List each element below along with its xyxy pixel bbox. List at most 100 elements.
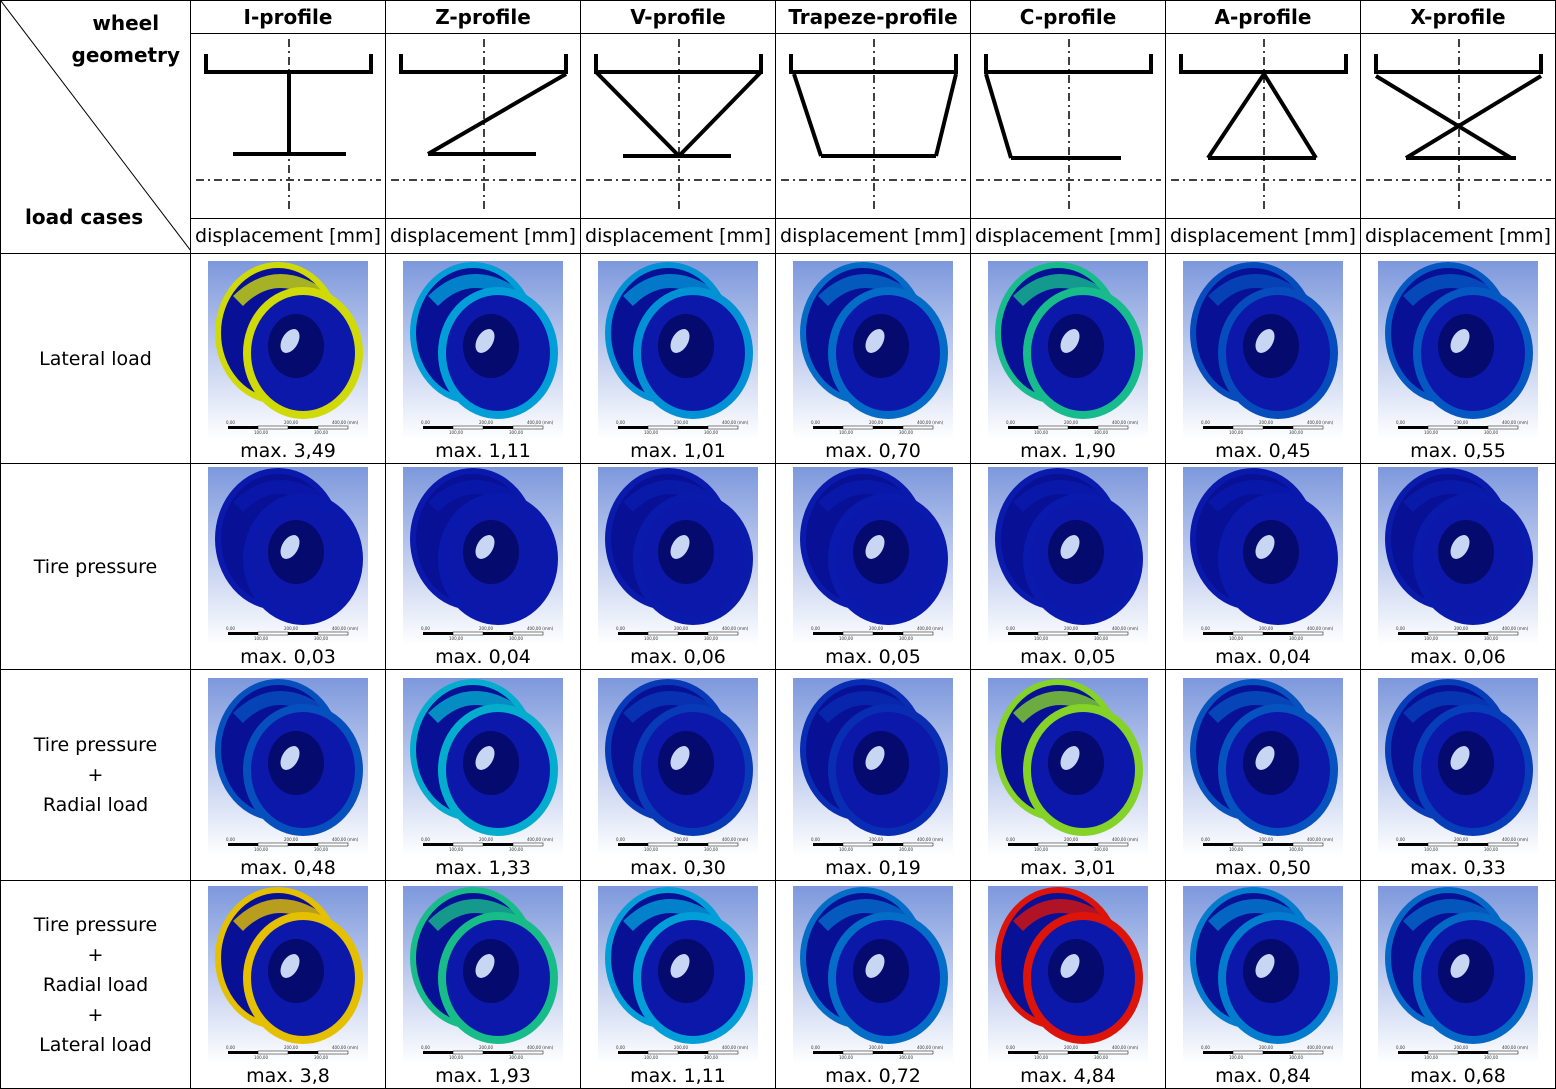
scale-label: 300,00 [899, 636, 913, 641]
scale-bar: 0,00 200,00 400,00 (mm) 100,00 300,00 [1006, 420, 1139, 435]
scale-bar: 0,00 200,00 400,00 (mm) 100,00 300,00 [226, 626, 359, 641]
scale-label: 300,00 [1484, 636, 1498, 641]
scale-bar: 0,00 200,00 400,00 (mm) 100,00 300,00 [616, 837, 749, 852]
scale-label: 100,00 [839, 847, 853, 852]
scale-label: 300,00 [509, 636, 523, 641]
scale-label: 300,00 [704, 430, 718, 435]
scale-label: 0,00 [1396, 420, 1405, 425]
scale-label: 0,00 [811, 837, 820, 842]
scale-label: 100,00 [449, 1055, 463, 1060]
load-case-text: Tire pressure [33, 555, 158, 578]
scale-bar: 0,00 200,00 400,00 (mm) 100,00 300,00 [1396, 1045, 1529, 1060]
fem-wheel-image: 0,00 200,00 400,00 (mm) 100,00 300,00 [793, 678, 953, 856]
scale-label: 200,00 [1064, 1045, 1078, 1050]
scale-label: 100,00 [644, 636, 658, 641]
load-case-label: Tire pressure + Radial load [0, 669, 191, 881]
max-displacement-value: max. 0,04 [435, 646, 531, 668]
scale-label: 0,00 [1201, 1045, 1210, 1050]
scale-bar: 0,00 200,00 400,00 (mm) 100,00 300,00 [1396, 626, 1529, 641]
max-displacement-value: max. 0,05 [825, 646, 921, 668]
scale-label: 400,00 (mm) [527, 420, 554, 425]
scale-label: 0,00 [1006, 626, 1015, 631]
fem-wheel-image: 0,00 200,00 400,00 (mm) 100,00 300,00 [988, 886, 1148, 1064]
scale-bar: 0,00 200,00 400,00 (mm) 100,00 300,00 [1201, 837, 1334, 852]
scale-label: 0,00 [811, 626, 820, 631]
scale-label: 0,00 [421, 626, 430, 631]
max-displacement-value: max. 0,05 [1020, 646, 1116, 668]
scale-bar: 0,00 200,00 400,00 (mm) 100,00 300,00 [421, 420, 554, 435]
scale-label: 400,00 (mm) [722, 837, 749, 842]
scale-label: 200,00 [869, 837, 883, 842]
max-displacement-value: max. 0,33 [1410, 857, 1506, 879]
load-case-text: Tire pressure [33, 734, 158, 756]
scale-bar: 0,00 200,00 400,00 (mm) 100,00 300,00 [616, 420, 749, 435]
scale-label: 0,00 [616, 837, 625, 842]
scale-label: 400,00 (mm) [1307, 626, 1334, 631]
load-case-text: Lateral load [39, 347, 152, 370]
result-cell: 0,00 200,00 400,00 (mm) 100,00 300,00 max. … [1165, 880, 1361, 1089]
scale-bar: 0,00 200,00 400,00 (mm) 100,00 300,00 [1006, 1045, 1139, 1060]
load-case-text: + [87, 764, 104, 786]
scale-label: 400,00 (mm) [1307, 1045, 1334, 1050]
load-case-label: Tire pressure [0, 463, 191, 670]
scale-label: 100,00 [1424, 1055, 1438, 1060]
scale-bar: 0,00 200,00 400,00 (mm) 100,00 300,00 [811, 626, 944, 641]
scale-label: 400,00 (mm) [917, 1045, 944, 1050]
scale-label: 400,00 (mm) [722, 1045, 749, 1050]
scale-label: 100,00 [644, 847, 658, 852]
scale-label: 200,00 [284, 626, 298, 631]
scale-label: 200,00 [674, 420, 688, 425]
scale-label: 0,00 [421, 837, 430, 842]
scale-label: 100,00 [254, 847, 268, 852]
scale-label: 300,00 [1484, 430, 1498, 435]
fem-wheel-image: 0,00 200,00 400,00 (mm) 100,00 300,00 [208, 467, 368, 645]
profile-drawing-v [580, 33, 776, 219]
fem-wheel-image: 0,00 200,00 400,00 (mm) 100,00 300,00 [598, 678, 758, 856]
scale-label: 300,00 [899, 430, 913, 435]
scale-label: 300,00 [899, 1055, 913, 1060]
diagonal-divider [1, 1, 191, 251]
scale-label: 200,00 [284, 1045, 298, 1050]
max-displacement-value: max. 0,45 [1215, 440, 1311, 462]
fem-wheel-image: 0,00 200,00 400,00 (mm) 100,00 300,00 [1183, 886, 1343, 1064]
profile-header: I-profile [190, 0, 386, 34]
scale-bar: 0,00 200,00 400,00 (mm) 100,00 300,00 [811, 837, 944, 852]
scale-label: 400,00 (mm) [917, 837, 944, 842]
unit-label: displacement [mm] [580, 218, 776, 254]
scale-label: 100,00 [839, 636, 853, 641]
scale-label: 0,00 [811, 420, 820, 425]
scale-bar: 0,00 200,00 400,00 (mm) 100,00 300,00 [811, 1045, 944, 1060]
result-cell: 0,00 200,00 400,00 (mm) 100,00 300,00 max. … [1360, 669, 1556, 881]
fem-wheel-image: 0,00 200,00 400,00 (mm) 100,00 300,00 [1378, 261, 1538, 439]
scale-label: 400,00 (mm) [1112, 837, 1139, 842]
scale-label: 0,00 [226, 1045, 235, 1050]
scale-label: 100,00 [1034, 847, 1048, 852]
scale-label: 0,00 [421, 1045, 430, 1050]
scale-label: 100,00 [254, 430, 268, 435]
result-cell: 0,00 200,00 400,00 (mm) 100,00 300,00 max. … [970, 253, 1166, 464]
scale-label: 200,00 [1454, 837, 1468, 842]
load-case-text: + [87, 943, 104, 966]
scale-label: 300,00 [704, 1055, 718, 1060]
profile-cross-section-icon [196, 39, 381, 209]
scale-label: 400,00 (mm) [722, 626, 749, 631]
scale-label: 100,00 [1229, 847, 1243, 852]
fem-wheel-image: 0,00 200,00 400,00 (mm) 100,00 300,00 [988, 678, 1148, 856]
load-case-label: Tire pressure + Radial load + Lateral load [0, 880, 191, 1089]
scale-label: 200,00 [284, 420, 298, 425]
scale-label: 400,00 (mm) [332, 626, 359, 631]
scale-label: 100,00 [1229, 430, 1243, 435]
scale-label: 400,00 (mm) [1112, 1045, 1139, 1050]
scale-label: 0,00 [811, 1045, 820, 1050]
fem-wheel-image: 0,00 200,00 400,00 (mm) 100,00 300,00 [1183, 678, 1343, 856]
fem-wheel-image: 0,00 200,00 400,00 (mm) 100,00 300,00 [1183, 261, 1343, 439]
unit-label: displacement [mm] [190, 218, 386, 254]
scale-label: 200,00 [1454, 1045, 1468, 1050]
load-case-text: Radial load [42, 794, 149, 816]
result-cell: 0,00 200,00 400,00 (mm) 100,00 300,00 max. … [385, 463, 581, 670]
scale-label: 200,00 [1454, 626, 1468, 631]
result-cell: 0,00 200,00 400,00 (mm) 100,00 300,00 max. … [580, 669, 776, 881]
scale-bar: 0,00 200,00 400,00 (mm) 100,00 300,00 [421, 1045, 554, 1060]
max-displacement-value: max. 0,72 [825, 1065, 921, 1087]
